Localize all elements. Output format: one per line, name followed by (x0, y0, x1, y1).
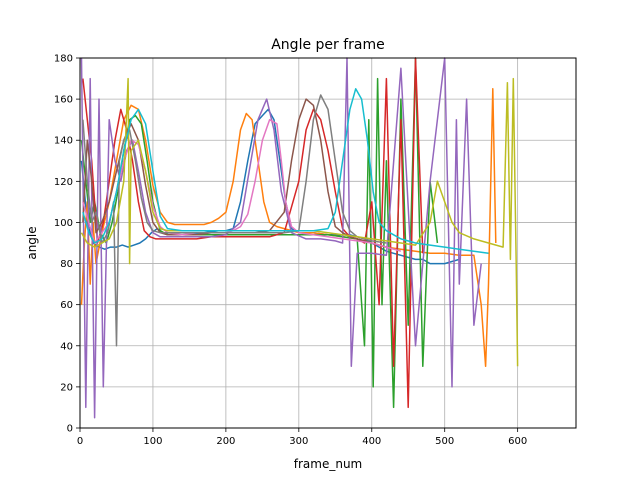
x-tick-label: 300 (289, 436, 308, 447)
chart-title: Angle per frame (271, 37, 385, 53)
x-axis-label: frame_num (294, 457, 362, 471)
y-tick-label: 40 (60, 341, 73, 352)
x-tick-label: 500 (435, 436, 454, 447)
x-tick-label: 200 (216, 436, 235, 447)
x-tick-label: 0 (77, 436, 83, 447)
series-group (80, 57, 519, 419)
series-line-5 (80, 57, 482, 419)
series-line-3 (80, 57, 439, 409)
x-tick-label: 600 (508, 436, 527, 447)
y-tick-label: 140 (54, 136, 73, 147)
series-line-2 (80, 88, 497, 368)
y-tick-label: 0 (67, 424, 73, 435)
y-tick-label: 100 (54, 218, 73, 229)
y-tick-label: 160 (54, 95, 73, 106)
y-tick-label: 60 (60, 300, 73, 311)
x-tick-label: 400 (362, 436, 381, 447)
plot-frame (79, 57, 577, 429)
y-axis-ticks: 0 20 40 60 80 100 120 140 160 180 (54, 54, 80, 435)
x-axis-ticks: 0 100 200 300 400 500 600 (77, 428, 527, 447)
series-line-4 (82, 57, 424, 409)
y-tick-label: 120 (54, 177, 73, 188)
x-tick-label: 100 (143, 436, 162, 447)
series-line-10 (82, 88, 489, 255)
y-tick-label: 80 (60, 259, 73, 270)
y-tick-label: 20 (60, 382, 73, 393)
y-axis-label: angle (25, 226, 39, 259)
y-tick-label: 180 (54, 54, 73, 65)
